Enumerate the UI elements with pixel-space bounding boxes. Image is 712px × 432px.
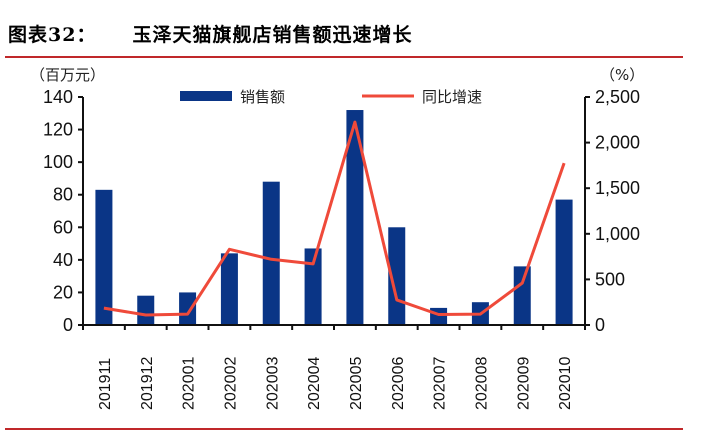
sales-bar [555, 199, 573, 325]
category-label: 202010 [557, 357, 574, 410]
category-label: 201912 [139, 357, 156, 410]
left-tick-label: 60 [53, 217, 73, 237]
left-tick-label: 140 [43, 87, 73, 107]
sales-bar [346, 110, 364, 326]
sales-bar [262, 181, 280, 325]
sales-bar [95, 189, 113, 325]
category-label: 202008 [473, 357, 490, 410]
sales-bar [179, 292, 197, 325]
category-label: 201911 [97, 358, 114, 410]
category-label: 202009 [515, 357, 532, 410]
left-tick-label: 40 [53, 250, 73, 270]
figure-title: 图表32： 玉泽天猫旗舰店销售额迅速增长 [8, 20, 412, 47]
figure-number: 图表32： [8, 24, 97, 46]
legend-bar-label: 销售额 [240, 88, 285, 106]
category-label: 202006 [390, 357, 407, 410]
right-tick-label: 500 [595, 269, 625, 289]
right-tick-label: 2,000 [595, 133, 640, 153]
category-label: 202007 [432, 357, 449, 410]
left-tick-label: 100 [43, 152, 73, 172]
sales-bar [220, 253, 238, 325]
left-tick-label: 120 [43, 120, 73, 140]
legend-bar-swatch [180, 91, 232, 101]
left-axis: 0 20 40 60 80 100 120 140 [43, 87, 84, 335]
right-tick-label: 2,500 [595, 87, 640, 107]
sales-bar [513, 266, 531, 325]
footer-rule [5, 428, 683, 430]
category-label: 202002 [222, 357, 239, 410]
right-tick-label: 1,000 [595, 224, 640, 244]
bar-series [95, 110, 573, 326]
sales-bar [430, 307, 448, 325]
legend-line-label: 同比增速 [422, 88, 482, 106]
line-series [103, 120, 566, 317]
x-axis: 201911 201912 202001 202002 202003 202004 2020… [80, 324, 590, 410]
sales-bar [137, 295, 155, 325]
right-tick-label: 1,500 [595, 178, 640, 198]
category-label: 202004 [306, 357, 323, 410]
legend: 销售额 同比增速 [180, 88, 482, 106]
right-axis: 0 500 1,000 1,500 2,000 2,500 [584, 87, 640, 335]
title-rule [5, 56, 683, 58]
left-axis-unit: （百万元） [30, 66, 105, 84]
left-tick-label: 20 [53, 282, 73, 302]
figure-title-text: 玉泽天猫旗舰店销售额迅速增长 [132, 24, 413, 46]
growth-line [103, 120, 566, 317]
category-label: 202005 [348, 357, 365, 410]
right-axis-unit: （%） [600, 66, 644, 84]
category-label: 202001 [181, 357, 198, 410]
left-tick-label: 80 [53, 185, 73, 205]
sales-bar [304, 248, 322, 325]
right-tick-label: 0 [595, 315, 605, 335]
left-tick-label: 0 [63, 315, 73, 335]
category-label: 202003 [264, 357, 281, 410]
